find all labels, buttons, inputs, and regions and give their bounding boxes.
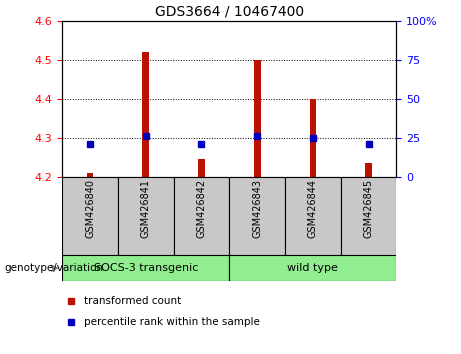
- Text: GSM426843: GSM426843: [252, 179, 262, 238]
- Bar: [118, 177, 174, 255]
- Text: wild type: wild type: [288, 263, 338, 273]
- Bar: [142, 52, 149, 177]
- Text: GSM426842: GSM426842: [196, 179, 207, 239]
- Bar: [341, 177, 396, 255]
- Bar: [229, 255, 396, 281]
- Bar: [198, 160, 205, 177]
- Text: GSM426841: GSM426841: [141, 179, 151, 238]
- Text: percentile rank within the sample: percentile rank within the sample: [84, 316, 260, 327]
- Text: SOCS-3 transgenic: SOCS-3 transgenic: [94, 263, 198, 273]
- Text: GSM426840: GSM426840: [85, 179, 95, 238]
- Bar: [174, 177, 229, 255]
- Text: genotype/variation: genotype/variation: [5, 263, 104, 273]
- Bar: [310, 99, 316, 177]
- Bar: [87, 173, 94, 177]
- Bar: [62, 177, 118, 255]
- Title: GDS3664 / 10467400: GDS3664 / 10467400: [155, 5, 304, 19]
- Text: transformed count: transformed count: [84, 296, 181, 307]
- Bar: [365, 164, 372, 177]
- Bar: [62, 255, 229, 281]
- Text: GSM426844: GSM426844: [308, 179, 318, 238]
- Bar: [254, 60, 260, 177]
- Bar: [229, 177, 285, 255]
- Bar: [285, 177, 341, 255]
- Text: GSM426845: GSM426845: [364, 179, 373, 239]
